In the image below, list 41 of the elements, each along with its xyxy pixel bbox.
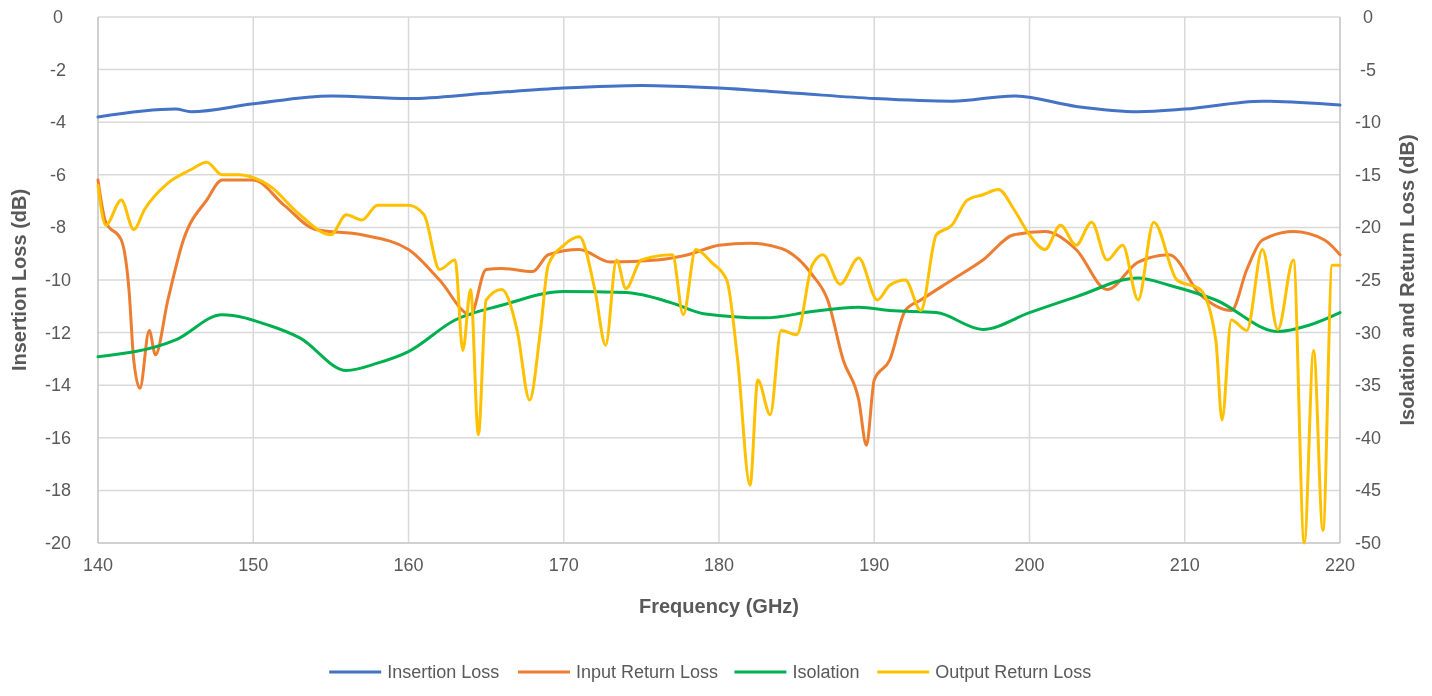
x-tick-label: 210 <box>1169 555 1200 575</box>
x-tick-label: 170 <box>548 555 579 575</box>
y2-tick-label: -15 <box>1354 164 1382 185</box>
line-series <box>96 83 1342 119</box>
y-tick-label: -8 <box>49 217 67 238</box>
y-tick-label: 0 <box>52 7 64 27</box>
y-axis-title: Insertion Loss (dB) <box>8 188 30 372</box>
y2-tick-label: -25 <box>1354 270 1382 290</box>
y2-tick-label: -5 <box>1359 59 1377 80</box>
y2-tick-label: 0 <box>1362 7 1374 27</box>
x-tick-label: 160 <box>393 555 424 575</box>
y2-tick-label: -45 <box>1354 480 1382 501</box>
legend-label: Input Return Loss <box>576 662 719 682</box>
y2-tick-label: -10 <box>1354 112 1382 133</box>
y-tick-label: -16 <box>44 427 72 448</box>
y-tick-label: -10 <box>44 270 72 290</box>
y-tick-label: -6 <box>49 164 67 185</box>
y2-axis-title: Isolation and Return Loss (dB) <box>1396 134 1418 426</box>
x-tick-label: 150 <box>238 555 269 575</box>
y2-tick-label: -50 <box>1354 533 1382 553</box>
legend-label: Insertion Loss <box>387 662 500 682</box>
y2-tick-label: -35 <box>1354 375 1382 396</box>
y-tick-label: -2 <box>49 59 67 80</box>
y-tick-label: -18 <box>44 480 72 501</box>
x-axis-title: Frequency (GHz) <box>638 595 800 617</box>
x-tick-label: 140 <box>82 555 114 575</box>
y-tick-label: -20 <box>44 533 72 553</box>
line-series <box>96 178 1342 447</box>
y-tick-label: -12 <box>44 322 72 343</box>
y-tick-label: -4 <box>49 112 67 133</box>
y2-tick-label: -40 <box>1354 427 1382 448</box>
line-series <box>96 276 1342 372</box>
x-tick-label: 200 <box>1014 555 1045 575</box>
x-tick-label: 190 <box>859 555 890 575</box>
legend-label: Output Return Loss <box>935 662 1092 682</box>
legend-label: Isolation <box>792 662 860 682</box>
x-tick-label: 180 <box>703 555 735 575</box>
y2-tick-label: -20 <box>1354 217 1382 238</box>
y-tick-label: -14 <box>44 375 72 396</box>
x-tick-label: 220 <box>1324 555 1356 575</box>
y2-tick-label: -30 <box>1354 322 1382 343</box>
